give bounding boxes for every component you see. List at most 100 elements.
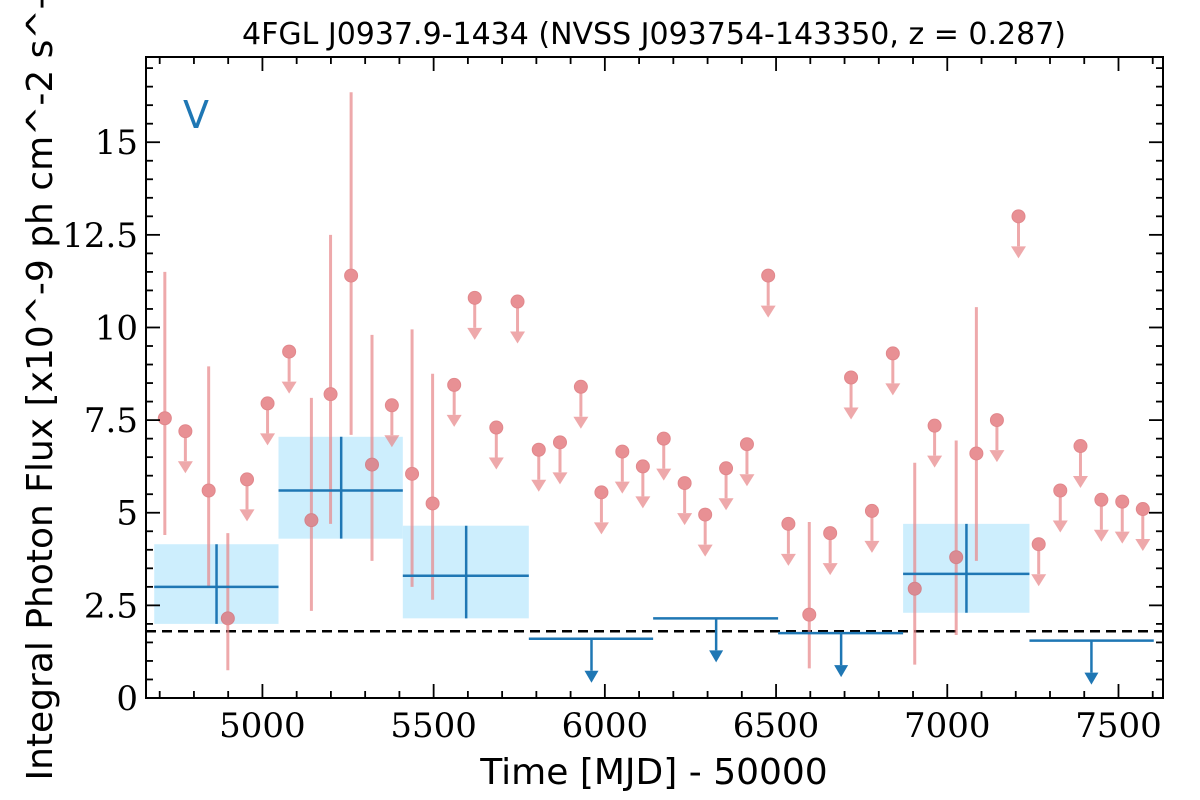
y-tick-label: 0: [116, 679, 138, 719]
monthly-ul-point: [844, 370, 859, 385]
long-bin-ul-arrow: [1084, 672, 1099, 685]
monthly-detection: [344, 92, 359, 435]
monthly-detection: [802, 522, 817, 669]
monthly-ul-point: [1011, 209, 1026, 224]
monthly-detection: [220, 533, 235, 671]
x-tick-label: 6500: [733, 706, 820, 746]
monthly-ul-point: [384, 398, 399, 413]
monthly-ul-arrow: [843, 407, 859, 420]
monthly-ul-arrow: [677, 513, 693, 526]
monthly-upper-limit: [384, 398, 400, 448]
monthly-ul-point: [781, 516, 796, 531]
monthly-ul-point: [656, 431, 671, 446]
monthly-ul-point: [1073, 439, 1088, 454]
monthly-ul-point: [615, 444, 630, 459]
monthly-ul-arrow: [531, 479, 547, 492]
monthly-point: [220, 611, 235, 626]
monthly-upper-limit: [281, 344, 297, 394]
monthly-detection: [365, 334, 379, 561]
y-axis-label: Integral Photon Flux [x10^-9 ph cm^-2 s^…: [20, 0, 61, 781]
monthly-upper-limit: [989, 413, 1005, 463]
monthly-ul-arrow: [1114, 531, 1130, 544]
monthly-ul-arrow: [822, 563, 838, 576]
monthly-ul-arrow: [1072, 476, 1088, 489]
monthly-upper-limit: [780, 516, 796, 566]
tick-labels: 5000 5500 6000 6500 7000 7500 0 2.5 5 7.5 10 12.5 15: [62, 123, 1161, 746]
monthly-ul-point: [635, 459, 650, 474]
monthly-ul-arrow: [697, 544, 713, 557]
monthly-ul-arrow: [446, 414, 462, 427]
monthly-ul-point: [1053, 483, 1068, 498]
monthly-ul-arrow: [488, 457, 504, 470]
monthly-upper-limit: [1072, 439, 1088, 489]
monthly-upper-limit: [697, 507, 713, 557]
monthly-ul-point: [864, 503, 879, 518]
monthly-ul-point: [260, 396, 275, 411]
monthly-ul-point: [467, 290, 482, 305]
long-bin-points: [154, 436, 1154, 685]
monthly-ul-arrow: [260, 433, 276, 446]
monthly-ul-point: [927, 418, 942, 433]
monthly-point: [907, 581, 922, 596]
monthly-ul-arrow: [864, 540, 880, 553]
monthly-ul-arrow: [573, 416, 589, 429]
monthly-point: [405, 466, 420, 481]
monthly-ul-arrow: [593, 522, 609, 535]
monthly-ul-point: [178, 424, 193, 439]
monthly-upper-limit: [760, 268, 776, 318]
monthly-ul-arrow: [718, 498, 734, 511]
monthly-upper-limit: [927, 418, 943, 468]
monthly-ul-point: [761, 268, 776, 283]
axis-ticks: [146, 57, 1163, 699]
monthly-upper-limit: [864, 503, 880, 553]
monthly-ul-point: [989, 413, 1004, 428]
monthly-ul-point: [510, 294, 525, 309]
chart-title: 4FGL J0937.9-1434 (NVSS J093754-143350, …: [242, 17, 1066, 52]
monthly-upper-limit: [718, 461, 734, 511]
monthly-upper-limit: [635, 459, 651, 509]
monthly-ul-arrow: [614, 481, 630, 494]
monthly-point: [323, 387, 338, 402]
monthly-detection: [405, 329, 420, 587]
x-tick-label: 7500: [1075, 706, 1162, 746]
monthly-ul-arrow: [635, 496, 651, 509]
monthly-detection: [949, 440, 964, 636]
monthly-upper-limit: [510, 294, 526, 344]
monthly-point: [425, 496, 440, 511]
monthly-upper-limit: [488, 420, 504, 470]
panel-label: V: [183, 93, 209, 137]
monthly-ul-point: [719, 461, 734, 476]
long-bin-ul-arrow: [584, 670, 599, 683]
monthly-point: [969, 446, 984, 461]
monthly-ul-point: [885, 346, 900, 361]
monthly-upper-limit: [177, 424, 193, 474]
monthly-detection: [907, 462, 922, 665]
monthly-ul-point: [240, 472, 255, 487]
monthly-ul-point: [1135, 502, 1150, 517]
monthly-upper-limit: [1093, 492, 1109, 542]
y-tick-label: 7.5: [84, 401, 138, 441]
long-bin-boxes: [154, 436, 1030, 624]
monthly-ul-arrow: [467, 327, 483, 340]
monthly-upper-limit: [1010, 209, 1026, 259]
x-tick-label: 6000: [562, 706, 649, 746]
monthly-ul-arrow: [1052, 520, 1068, 533]
monthly-ul-point: [552, 435, 567, 450]
monthly-ul-point: [1094, 492, 1109, 507]
x-tick-label: 5500: [390, 706, 477, 746]
monthly-ul-point: [677, 476, 692, 491]
monthly-upper-limit: [614, 444, 630, 494]
monthly-upper-limit: [1114, 494, 1130, 544]
monthly-upper-limit: [822, 526, 838, 576]
y-tick-label: 15: [95, 123, 138, 163]
monthly-ul-point: [531, 442, 546, 457]
monthly-upper-limit: [260, 396, 276, 446]
plot-frame: [145, 56, 1164, 699]
monthly-point: [344, 268, 359, 283]
x-tick-label: 7000: [904, 706, 991, 746]
monthly-ul-arrow: [1010, 246, 1026, 259]
monthly-ul-point: [573, 379, 588, 394]
monthly-ul-arrow: [739, 474, 755, 487]
monthly-detection: [157, 271, 172, 535]
monthly-detection: [304, 397, 319, 611]
